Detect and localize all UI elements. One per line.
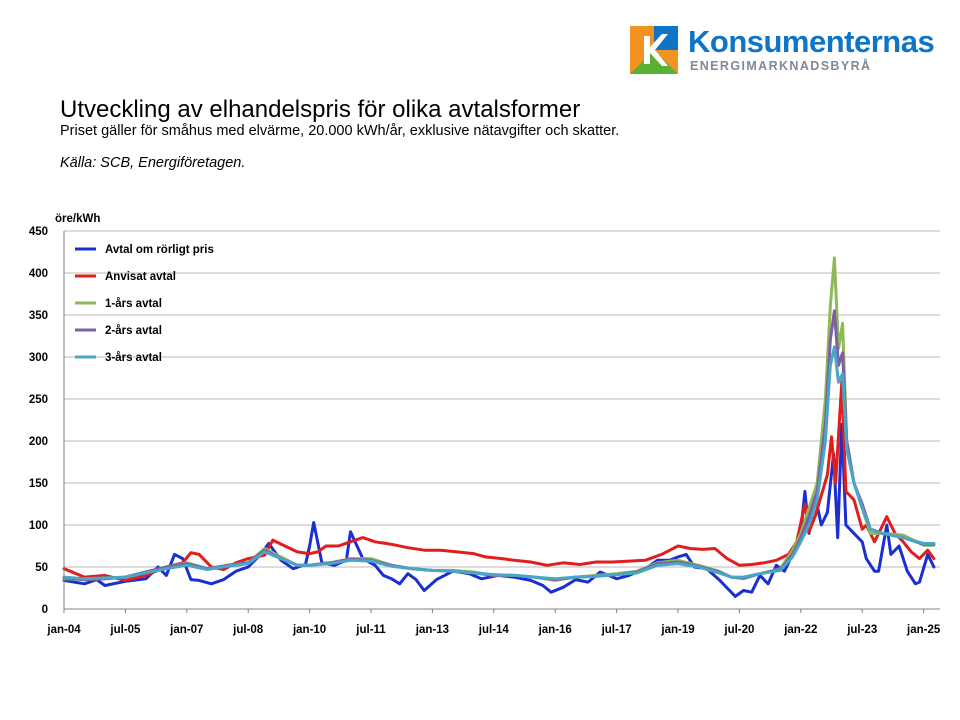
y-tick-label: 150 [29, 478, 48, 490]
brand-subtitle: ENERGIMARKNADSBYRÅ [690, 59, 872, 73]
legend-label: Anvisat avtal [105, 271, 176, 283]
x-tick-label: jan-25 [906, 624, 941, 636]
logo-mark-icon [630, 26, 678, 74]
x-tick-label: jul-14 [478, 624, 510, 636]
x-tick-label: jul-20 [723, 624, 754, 636]
series-line-1 [62, 422, 936, 598]
logo-white-chevron [644, 34, 668, 66]
page-subtitle: Priset gäller för småhus med elvärme, 20… [60, 123, 620, 139]
y-tick-label: 50 [35, 562, 48, 574]
y-tick-label: 300 [29, 352, 48, 364]
series-line-2 [62, 380, 936, 582]
y-tick-label: 250 [29, 394, 48, 406]
series-lines [62, 256, 936, 598]
y-tick-labels: 0 50 100 150 200 250 300 350 400 450 [29, 226, 48, 616]
legend-label: 1-års avtal [105, 298, 162, 310]
legend-label: 2-års avtal [105, 325, 162, 337]
brand-logo: Konsumenternas ENERGIMARKNADSBYRÅ [630, 24, 935, 76]
x-tick-label: jul-08 [232, 624, 264, 636]
y-tick-label: 450 [29, 226, 48, 238]
x-tick-label: jan-07 [169, 624, 203, 636]
brand-name: Konsumenternas [688, 24, 935, 59]
x-tick-label: jul-05 [109, 624, 141, 636]
logo-green-shape [630, 50, 678, 74]
x-tick-label: jan-10 [292, 624, 326, 636]
y-tick-label: 200 [29, 436, 48, 448]
x-tick-label: jul-17 [601, 624, 632, 636]
y-tick-label: 350 [29, 310, 48, 322]
x-tick-label: jan-22 [783, 624, 817, 636]
source-note: Källa: SCB, Energiföretagen. [60, 155, 246, 171]
x-tick-label: jan-19 [660, 624, 694, 636]
y-tick-label: 0 [42, 604, 48, 616]
y-axis-label: öre/kWh [55, 213, 100, 225]
logo-blue-shape [654, 26, 678, 50]
x-tick-label: jul-23 [846, 624, 877, 636]
axes [63, 231, 940, 613]
legend: Avtal om rörligt pris Anvisat avtal 1-års … [75, 244, 214, 364]
y-tick-label: 100 [29, 520, 48, 532]
x-tick-label: jan-16 [538, 624, 572, 636]
page-title: Utveckling av elhandelspris för olika av… [60, 96, 581, 123]
legend-label: Avtal om rörligt pris [105, 244, 214, 256]
x-tick-labels: jan-04 jul-05 jan-07 jul-08 jan-10 jul-11 jan-… [46, 624, 940, 636]
x-tick-label: jan-04 [46, 624, 81, 636]
x-tick-label: jul-11 [355, 624, 386, 636]
legend-label: 3-års avtal [105, 352, 162, 364]
series-line-5 [62, 345, 936, 581]
x-tick-label: jan-13 [415, 624, 449, 636]
y-tick-label: 400 [29, 268, 48, 280]
